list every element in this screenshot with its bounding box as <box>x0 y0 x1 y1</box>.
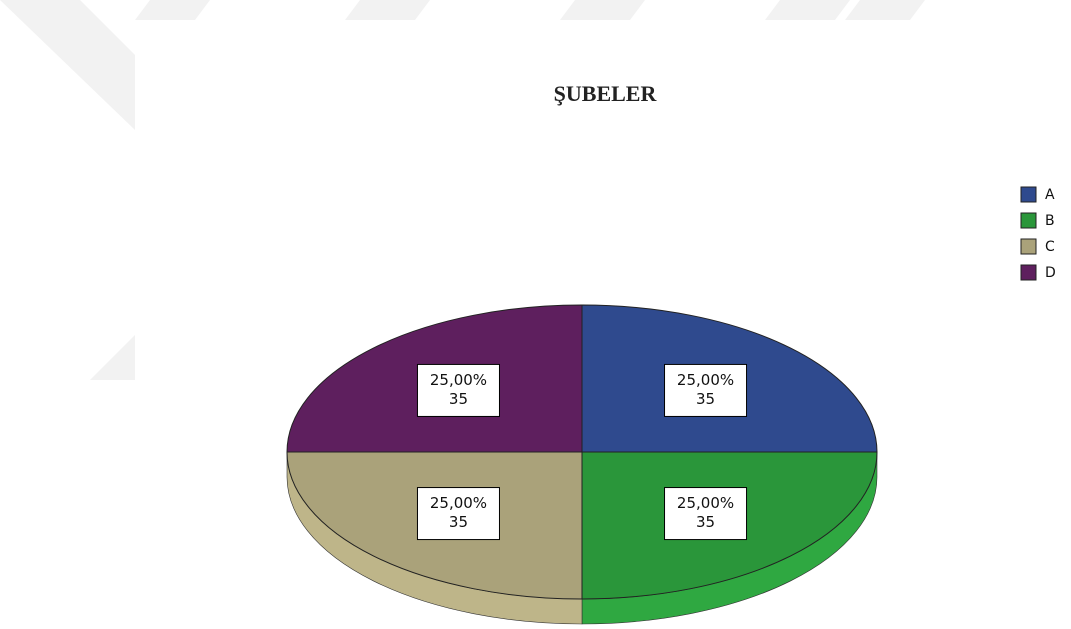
label-box <box>664 363 748 417</box>
data-label: 25,00%35 <box>664 363 748 417</box>
label-box <box>416 487 500 541</box>
label-count: 35 <box>449 513 468 531</box>
label-count: 35 <box>696 390 715 408</box>
chart-title: ŞUBELER <box>554 81 658 106</box>
legend-label: B <box>1045 213 1055 229</box>
legend-label: D <box>1045 265 1056 281</box>
legend-swatch <box>1020 186 1037 203</box>
legend-swatch <box>1020 212 1037 229</box>
label-box <box>416 363 500 417</box>
label-percent: 25,00% <box>677 494 734 512</box>
data-label: 25,00%35 <box>416 487 500 541</box>
legend-swatch <box>1020 238 1037 255</box>
label-percent: 25,00% <box>430 494 487 512</box>
legend-label: A <box>1045 187 1055 203</box>
label-box <box>664 487 748 541</box>
label-percent: 25,00% <box>677 371 734 389</box>
label-count: 35 <box>449 390 468 408</box>
watermark <box>0 0 925 380</box>
data-label: 25,00%35 <box>664 487 748 541</box>
label-count: 35 <box>696 513 715 531</box>
legend-label: C <box>1045 239 1055 255</box>
label-percent: 25,00% <box>430 371 487 389</box>
data-label: 25,00%35 <box>416 363 500 417</box>
legend-swatch <box>1020 264 1037 281</box>
